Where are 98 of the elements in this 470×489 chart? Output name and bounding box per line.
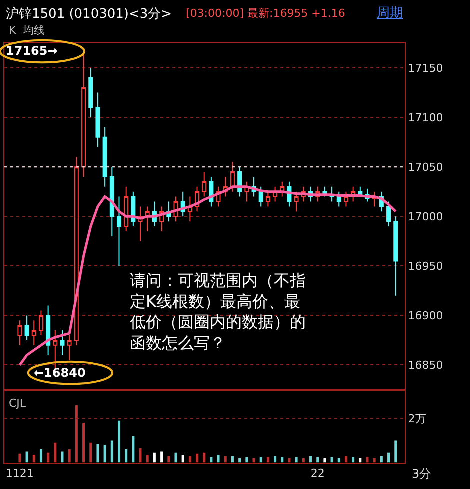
- candlestick: [82, 52, 86, 178]
- text: 3分: [412, 467, 432, 481]
- bar: [238, 458, 242, 463]
- bar: [359, 458, 362, 463]
- bar: [246, 457, 248, 463]
- candlestick: [88, 67, 94, 118]
- x-tick-label: 1121: [6, 466, 34, 480]
- annotation: ←16840: [34, 366, 86, 380]
- bar: [32, 455, 36, 463]
- candlestick: [67, 335, 72, 361]
- bar: [75, 405, 78, 463]
- text: 周期: [377, 6, 403, 21]
- bar: [344, 456, 348, 463]
- candlestick: [230, 162, 235, 192]
- annotation: 17165→: [6, 44, 58, 58]
- text: CJL: [9, 397, 27, 410]
- bar: [47, 452, 50, 463]
- bar: [231, 456, 234, 463]
- line-series: [18, 186, 398, 366]
- bar: [68, 450, 71, 463]
- candlestick: [32, 320, 36, 346]
- bar: [174, 452, 178, 463]
- bar: [90, 442, 92, 463]
- y-tick-label: 17150: [408, 62, 444, 75]
- bar: [316, 457, 320, 463]
- candlestick: [110, 166, 114, 237]
- bar: [380, 456, 383, 463]
- candlestick: [24, 315, 30, 341]
- bar: [82, 423, 86, 463]
- bar: [274, 456, 277, 463]
- bar: [168, 456, 170, 463]
- bar: [295, 457, 298, 463]
- bar: [338, 458, 340, 463]
- y-tick-label: 16850: [408, 359, 444, 372]
- bar: [388, 452, 390, 463]
- y-tick-label: 16950: [408, 260, 444, 274]
- bar: [394, 440, 398, 463]
- bar: [210, 457, 213, 463]
- y-tick-label: 16900: [408, 310, 444, 323]
- bar: [373, 458, 376, 463]
- y-tick-label: 2万: [408, 412, 426, 426]
- bar: [266, 457, 270, 463]
- annotation: 请问：可视范围内（不指定K线根数）最高价、最低价（圆圈内的数据）的函数怎么写？: [130, 271, 306, 352]
- candlestick: [131, 191, 136, 228]
- bar: [153, 452, 156, 463]
- text: K 均线: [9, 24, 46, 37]
- candlestick: [117, 196, 122, 267]
- bar: [310, 456, 312, 463]
- bar: [217, 455, 220, 463]
- candlestick: [344, 191, 348, 208]
- bar: [125, 450, 128, 463]
- bar: [18, 454, 22, 463]
- candlestick: [102, 126, 108, 188]
- candlestick: [258, 186, 264, 208]
- bar: [260, 457, 262, 463]
- bar: [281, 457, 284, 463]
- bar: [26, 452, 28, 463]
- candlestick: [266, 191, 270, 208]
- bar: [188, 456, 192, 463]
- bar: [182, 455, 184, 463]
- bar: [146, 455, 149, 463]
- candlestick: [145, 206, 150, 232]
- bar: [96, 444, 100, 463]
- bar: [139, 448, 142, 463]
- y-tick-label: 17050: [408, 160, 444, 174]
- bar: [324, 458, 326, 463]
- candlestick: [336, 191, 342, 208]
- bar: [252, 458, 256, 463]
- candlestick: [294, 191, 299, 212]
- bar: [118, 420, 120, 463]
- candlestick: [96, 92, 100, 148]
- bar: [54, 442, 57, 463]
- chart-subtitle: [03:00:00] 最新:16955 +1.16: [186, 7, 346, 20]
- bar: [330, 457, 334, 463]
- bar: [104, 445, 106, 463]
- candlestick: [124, 186, 129, 232]
- candlestick: [202, 172, 207, 198]
- candlestick: [46, 305, 51, 356]
- candlestick: [394, 216, 398, 296]
- candlestick: [60, 330, 65, 356]
- candlestick: [18, 320, 22, 346]
- x-tick-label: 22: [310, 466, 325, 480]
- y-tick-label: 17100: [408, 111, 444, 124]
- bar: [203, 452, 206, 463]
- chart-title: 沪锌1501 (010301)<3分>: [6, 6, 172, 22]
- candlestick: [38, 310, 44, 336]
- bar: [288, 458, 291, 463]
- bar: [110, 440, 114, 463]
- bar: [40, 450, 42, 463]
- bar: [160, 452, 164, 463]
- y-tick-label: 17000: [408, 210, 444, 224]
- bar: [224, 456, 227, 463]
- candlestick: [74, 156, 79, 346]
- bar: [352, 457, 355, 463]
- candlestick: [386, 201, 392, 228]
- bar: [196, 454, 198, 463]
- bar: [132, 436, 135, 463]
- bar: [302, 458, 305, 463]
